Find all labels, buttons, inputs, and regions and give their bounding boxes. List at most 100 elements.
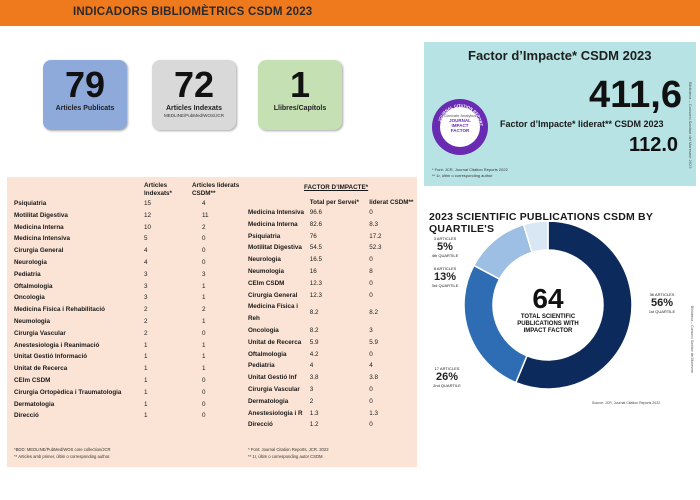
kpi-value: 1 — [289, 64, 311, 105]
impact-factor-group-header: FACTOR D’IMPACTE* — [304, 184, 369, 191]
quartile-donut-chart — [463, 222, 633, 390]
row-value: 0 — [369, 397, 373, 405]
segment-percent: 13% — [433, 271, 457, 283]
row-service-name: Medicina Interna — [14, 223, 64, 231]
col-header-total: Total per Servei* — [309, 199, 360, 206]
articles-by-service-table: Articles Indexats* Articles liderats CSD… — [14, 182, 248, 422]
row-value: 16.5 — [309, 256, 323, 264]
table-row: Pediatria 4 4 — [248, 360, 417, 372]
row-value: 4 — [202, 200, 206, 207]
table-row: Pediatria 3 3 — [14, 269, 248, 281]
badge-line-2: IMPACT — [451, 123, 469, 128]
quartile-side-note: Biblioteca – Consorci Sanitari del Mares… — [690, 306, 694, 373]
row-service-name: CEIm CSDM — [14, 376, 51, 384]
row-service-name: Pediatria — [14, 270, 41, 278]
row-value: 4 — [309, 362, 314, 370]
row-value: 0 — [369, 385, 373, 393]
row-value: 1 — [144, 400, 148, 408]
row-value: 0 — [369, 209, 373, 216]
kpi-value: 72 — [173, 64, 215, 105]
row-service-name: Medicina Intensiva — [14, 235, 70, 243]
col-header-service — [14, 182, 144, 198]
row-service-name: Oftalmologia — [248, 350, 287, 358]
row-value: 0 — [202, 258, 206, 266]
row-value: 8.2 — [369, 309, 379, 317]
left-footnote-1: *BDD: MEDLINE/PubMed/WOS core collection… — [14, 447, 111, 452]
row-value: 1 — [144, 341, 148, 349]
row-service-name: Neurologia — [248, 256, 281, 264]
row-value: 52.3 — [369, 244, 382, 252]
row-value: 2 — [202, 306, 206, 314]
row-value: 0 — [369, 350, 373, 358]
row-value: 15 — [144, 200, 152, 207]
row-value: 0 — [369, 279, 373, 287]
table-row: Unitat de Recerca 1 1 — [14, 363, 248, 375]
row-value: 1 — [144, 353, 148, 361]
right-footnote-2: ** 1r, últim o corresponding autor CSDM. — [248, 454, 324, 459]
row-service-name: Motilitat Digestiva — [14, 211, 68, 219]
donut-total-label-1: TOTAL SCIENTIFIC — [520, 314, 576, 320]
row-value: 3 — [144, 270, 148, 278]
row-value: 1 — [144, 365, 148, 373]
jcr-badge-logo: JOURNAL CITATION REPORTS Clarivate Analy… — [432, 99, 488, 155]
table-row: Cirurgia General 12.3 0 — [248, 290, 417, 302]
kpi-label: Articles Publicats — [55, 105, 115, 112]
row-service-name: Psiquiatria — [14, 200, 47, 207]
row-value: 1 — [144, 412, 148, 420]
kpi-label: Articles Indexats — [165, 105, 223, 112]
row-value: 2 — [144, 306, 148, 314]
row-value: 4 — [144, 247, 148, 255]
row-value: 0 — [202, 388, 206, 396]
row-value: 0 — [202, 329, 206, 337]
row-value: 12 — [144, 211, 152, 219]
table-row: Neurologia 16.5 0 — [248, 254, 417, 266]
col-header-led: Articles liderats CSDM** — [192, 182, 240, 197]
row-value: 4 — [144, 258, 148, 266]
row-service-name: Unitat de Recerca — [14, 365, 68, 373]
row-value: 0 — [202, 400, 206, 408]
table-row: Medicina Interna 82.6 8.3 — [248, 219, 417, 231]
row-value: 0 — [369, 421, 373, 429]
row-value: 10 — [144, 223, 152, 231]
row-value: 1.3 — [309, 409, 319, 417]
row-value: 0 — [369, 256, 373, 264]
table-row: Cirurgia Vascular 2 0 — [14, 328, 248, 340]
table-row: Psiquiatria 76 17.2 — [248, 231, 417, 243]
table-row: Dermatologia 1 0 — [14, 399, 248, 411]
header-bar: INDICADORS BIBLIOMÈTRICS CSDM 2023 — [0, 0, 700, 26]
row-service-name: Neurologia — [14, 258, 47, 266]
impact-note-1: * Font: JCR, Journal Citation Reports 20… — [432, 167, 508, 172]
row-service-name: Cirurgia Vascular — [14, 329, 66, 337]
row-service-name: Medicina Intensiva — [248, 209, 304, 216]
row-value: 1 — [202, 282, 206, 290]
segment-label-q4: 3 ARTICLES 5% 4th QUARTILE — [427, 236, 463, 258]
row-value: 1 — [202, 294, 206, 302]
kpi-articles-published: 79 Articles Publicats — [43, 60, 127, 130]
table-row: Oncologia 3 1 — [14, 292, 248, 304]
row-service-name: Cirurgia Ortopèdica i Traumatologia — [14, 388, 122, 396]
impact-total-value: 411,6 — [589, 74, 682, 116]
segment-quartile: 2nd QUARTILE — [433, 383, 461, 388]
segment-label-q2: 17 ARTICLES 26% 2nd QUARTILE — [427, 366, 467, 388]
row-service-name: Anestesiologia i R — [248, 409, 303, 417]
donut-hole — [493, 250, 603, 360]
row-value: 2 — [202, 223, 206, 231]
row-value: 3 — [369, 326, 373, 334]
table-row: Oncologia 8.2 3 — [248, 325, 417, 337]
row-value: 5.9 — [309, 338, 319, 346]
table-row: Medicina Intensiva 96.6 0 — [248, 207, 417, 219]
row-value: 1 — [202, 353, 206, 361]
table-row: Medicina Física i Rehabilitació 2 2 — [14, 304, 248, 316]
impact-factor-panel: Factor d’Impacte* CSDM 2023 JOURNAL CITA… — [424, 42, 696, 186]
row-service-name: Dermatologia — [248, 397, 289, 405]
row-value: 0 — [202, 235, 206, 243]
row-value: 0 — [202, 412, 206, 420]
row-service-name: Neumologia — [14, 317, 51, 325]
impact-note-2: ** 1r, últim o corresponding author — [432, 173, 493, 178]
row-service-name: Unitat Gestió Informació — [14, 353, 88, 361]
row-value: 12.3 — [309, 291, 323, 299]
row-service-name: Motilitat Digestiva — [248, 244, 302, 252]
row-value: 0 — [202, 247, 206, 255]
right-footnote-1: * Font: Journal Citation Reports, JCR. 2… — [248, 447, 329, 452]
row-value: 11 — [202, 211, 209, 219]
